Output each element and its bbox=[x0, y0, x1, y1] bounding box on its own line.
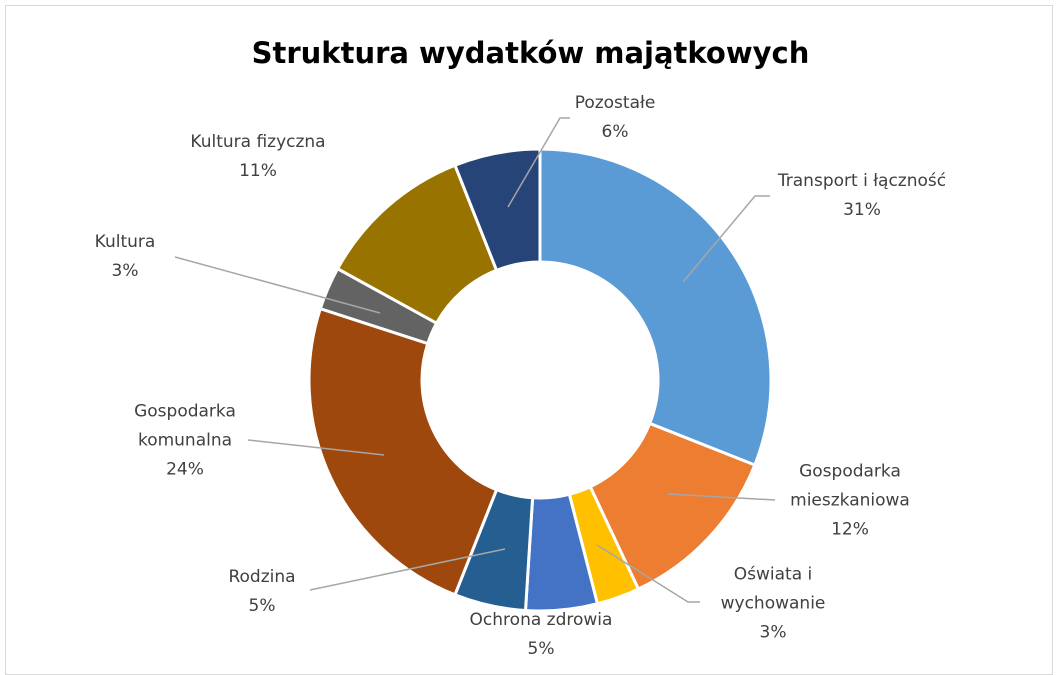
data-label: Gospodarka komunalna 24% bbox=[120, 398, 250, 485]
leader-line bbox=[596, 544, 700, 603]
data-label: Gospodarka mieszkaniowa 12% bbox=[770, 458, 930, 545]
leader-line bbox=[174, 256, 381, 314]
leader-line bbox=[507, 117, 570, 208]
leader-line bbox=[309, 548, 506, 591]
value-label: 5% bbox=[248, 596, 276, 616]
donut-segment bbox=[538, 147, 773, 467]
value-label: 5% bbox=[527, 639, 555, 659]
leader-line bbox=[667, 493, 776, 501]
data-label: Kultura 3% bbox=[65, 228, 185, 286]
data-label: Rodzina 5% bbox=[202, 563, 322, 621]
category-label: Oświata i wychowanie bbox=[720, 564, 826, 614]
leader-line bbox=[247, 439, 385, 456]
category-label: Gospodarka mieszkaniowa bbox=[790, 461, 910, 511]
data-label: Pozostałe 6% bbox=[545, 89, 685, 147]
leader-line bbox=[682, 195, 770, 283]
donut-segment bbox=[453, 147, 542, 273]
data-label: Ochrona zdrowia 5% bbox=[441, 606, 641, 664]
value-label: 24% bbox=[166, 459, 204, 480]
value-label: 6% bbox=[601, 122, 629, 142]
category-label: Kultura bbox=[94, 232, 156, 252]
category-label: Kultura fizyczna bbox=[190, 132, 326, 152]
value-label: 3% bbox=[759, 622, 787, 643]
value-label: 11% bbox=[239, 161, 277, 181]
category-label: Transport i łączność bbox=[777, 171, 947, 191]
category-label: Ochrona zdrowia bbox=[469, 610, 613, 630]
value-label: 31% bbox=[843, 200, 881, 220]
chart-title: Struktura wydatków majątkowych bbox=[251, 36, 810, 70]
value-label: 12% bbox=[831, 519, 869, 540]
category-label: Gospodarka komunalna bbox=[134, 401, 236, 451]
donut-segment bbox=[307, 306, 499, 597]
value-label: 3% bbox=[111, 261, 139, 281]
data-label: Kultura fizyczna 11% bbox=[158, 128, 358, 186]
category-label: Pozostałe bbox=[574, 93, 656, 113]
data-label: Oświata i wychowanie 3% bbox=[713, 561, 833, 648]
category-label: Rodzina bbox=[228, 567, 296, 587]
data-label: Transport i łączność 31% bbox=[762, 167, 962, 225]
